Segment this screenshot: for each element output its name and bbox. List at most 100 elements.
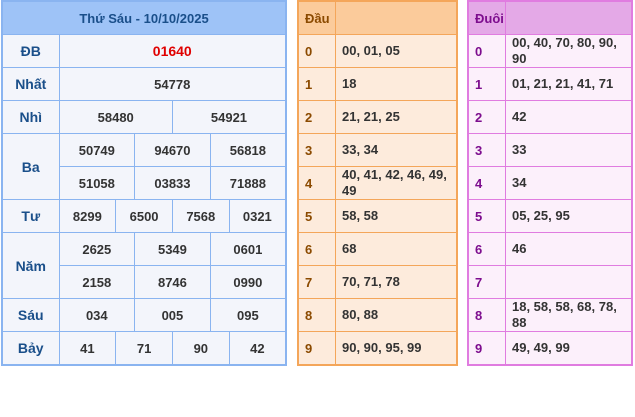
dau-row: 3 33, 34 <box>297 133 458 167</box>
prize-number: 56818 <box>209 133 287 167</box>
prize-label: Năm <box>1 232 60 299</box>
prize-number: 51058 <box>58 166 136 200</box>
prize-number: 8746 <box>134 265 211 299</box>
results-title: Thứ Sáu - 10/10/2025 <box>1 0 287 35</box>
dau-row: 6 68 <box>297 232 458 266</box>
prize-number: 005 <box>134 298 211 332</box>
prize-number: 5349 <box>134 232 211 266</box>
dau-row: 8 80, 88 <box>297 298 458 332</box>
duoi-digit: 1 <box>467 67 506 101</box>
duoi-numbers: 05, 25, 95 <box>505 199 633 233</box>
duoi-numbers: 01, 21, 21, 41, 71 <box>505 67 633 101</box>
dau-digit: 9 <box>297 331 336 366</box>
dau-header: Đầu <box>297 0 336 35</box>
results-table: Thứ Sáu - 10/10/2025 ĐB 01640 Nhất 54778 N… <box>1 0 287 366</box>
prize-number: 03833 <box>134 166 211 200</box>
special-prize: 01640 <box>58 34 287 68</box>
dau-digit: 5 <box>297 199 336 233</box>
prize-number: 6500 <box>115 199 173 233</box>
duoi-digit: 2 <box>467 100 506 134</box>
dau-numbers: 58, 58 <box>335 199 458 233</box>
duoi-digit: 0 <box>467 34 506 68</box>
prize-number: 2158 <box>58 265 136 299</box>
duoi-digit: 8 <box>467 298 506 332</box>
prize-number: 58480 <box>58 100 173 134</box>
prize-label: Ba <box>1 133 60 200</box>
prize-number: 0601 <box>209 232 287 266</box>
duoi-row: 7 <box>467 265 633 299</box>
duoi-row: 3 33 <box>467 133 633 167</box>
dau-numbers: 21, 21, 25 <box>335 100 458 134</box>
dau-digit: 3 <box>297 133 336 167</box>
dau-numbers: 18 <box>335 67 458 101</box>
prize-number: 71888 <box>209 166 287 200</box>
dau-digit: 2 <box>297 100 336 134</box>
duoi-numbers: 46 <box>505 232 633 266</box>
dau-digit: 6 <box>297 232 336 266</box>
duoi-header: Đuôi <box>467 0 506 35</box>
dau-numbers: 33, 34 <box>335 133 458 167</box>
duoi-numbers: 42 <box>505 100 633 134</box>
prize-number: 71 <box>115 331 173 366</box>
prize-number: 034 <box>58 298 136 332</box>
duoi-numbers: 00, 40, 70, 80, 90, 90 <box>505 34 633 68</box>
prize-number: 0321 <box>228 199 287 233</box>
prize-number: 54778 <box>58 67 287 101</box>
duoi-row: 8 18, 58, 58, 68, 78, 88 <box>467 298 633 332</box>
dau-row: 0 00, 01, 05 <box>297 34 458 68</box>
prize-number: 42 <box>228 331 287 366</box>
duoi-numbers: 34 <box>505 166 633 200</box>
dau-digit: 0 <box>297 34 336 68</box>
dau-digit: 8 <box>297 298 336 332</box>
dau-row: 2 21, 21, 25 <box>297 100 458 134</box>
dau-numbers: 68 <box>335 232 458 266</box>
duoi-digit: 4 <box>467 166 506 200</box>
dau-digit: 7 <box>297 265 336 299</box>
duoi-numbers: 18, 58, 58, 68, 78, 88 <box>505 298 633 332</box>
duoi-row: 0 00, 40, 70, 80, 90, 90 <box>467 34 633 68</box>
duoi-digit: 3 <box>467 133 506 167</box>
duoi-row: 2 42 <box>467 100 633 134</box>
duoi-numbers: 49, 49, 99 <box>505 331 633 366</box>
prize-label: ĐB <box>1 34 60 68</box>
prize-number: 94670 <box>134 133 211 167</box>
duoi-digit: 5 <box>467 199 506 233</box>
dau-numbers: 90, 90, 95, 99 <box>335 331 458 366</box>
dau-row: 4 40, 41, 42, 46, 49, 49 <box>297 166 458 200</box>
duoi-digit: 6 <box>467 232 506 266</box>
dau-numbers: 00, 01, 05 <box>335 34 458 68</box>
duoi-row: 4 34 <box>467 166 633 200</box>
dau-numbers: 80, 88 <box>335 298 458 332</box>
duoi-table: Đuôi 0 00, 40, 70, 80, 90, 90 1 01, 21, 21,… <box>467 0 633 366</box>
prize-label: Tư <box>1 199 60 233</box>
dau-table: Đầu 0 00, 01, 05 1 18 2 21, 21, 25 3 33, 34 4 40,… <box>297 0 458 366</box>
prize-number: 8299 <box>58 199 117 233</box>
dau-numbers: 40, 41, 42, 46, 49, 49 <box>335 166 458 200</box>
duoi-row: 6 46 <box>467 232 633 266</box>
prize-number: 50749 <box>58 133 136 167</box>
duoi-digit: 7 <box>467 265 506 299</box>
duoi-numbers: 33 <box>505 133 633 167</box>
dau-row: 7 70, 71, 78 <box>297 265 458 299</box>
duoi-digit: 9 <box>467 331 506 366</box>
dau-digit: 1 <box>297 67 336 101</box>
prize-number: 095 <box>209 298 287 332</box>
prize-label: Nhì <box>1 100 60 134</box>
prize-label: Nhất <box>1 67 60 101</box>
prize-number: 7568 <box>171 199 230 233</box>
prize-number: 0990 <box>209 265 287 299</box>
dau-row: 1 18 <box>297 67 458 101</box>
prize-number: 90 <box>171 331 230 366</box>
duoi-row: 5 05, 25, 95 <box>467 199 633 233</box>
dau-numbers: 70, 71, 78 <box>335 265 458 299</box>
prize-number: 54921 <box>171 100 287 134</box>
dau-digit: 4 <box>297 166 336 200</box>
prize-number: 41 <box>58 331 117 366</box>
duoi-numbers <box>505 265 633 299</box>
prize-number: 2625 <box>58 232 136 266</box>
prize-label: Bảy <box>1 331 60 366</box>
dau-row: 5 58, 58 <box>297 199 458 233</box>
duoi-row: 9 49, 49, 99 <box>467 331 633 366</box>
dau-row: 9 90, 90, 95, 99 <box>297 331 458 366</box>
duoi-row: 1 01, 21, 21, 41, 71 <box>467 67 633 101</box>
